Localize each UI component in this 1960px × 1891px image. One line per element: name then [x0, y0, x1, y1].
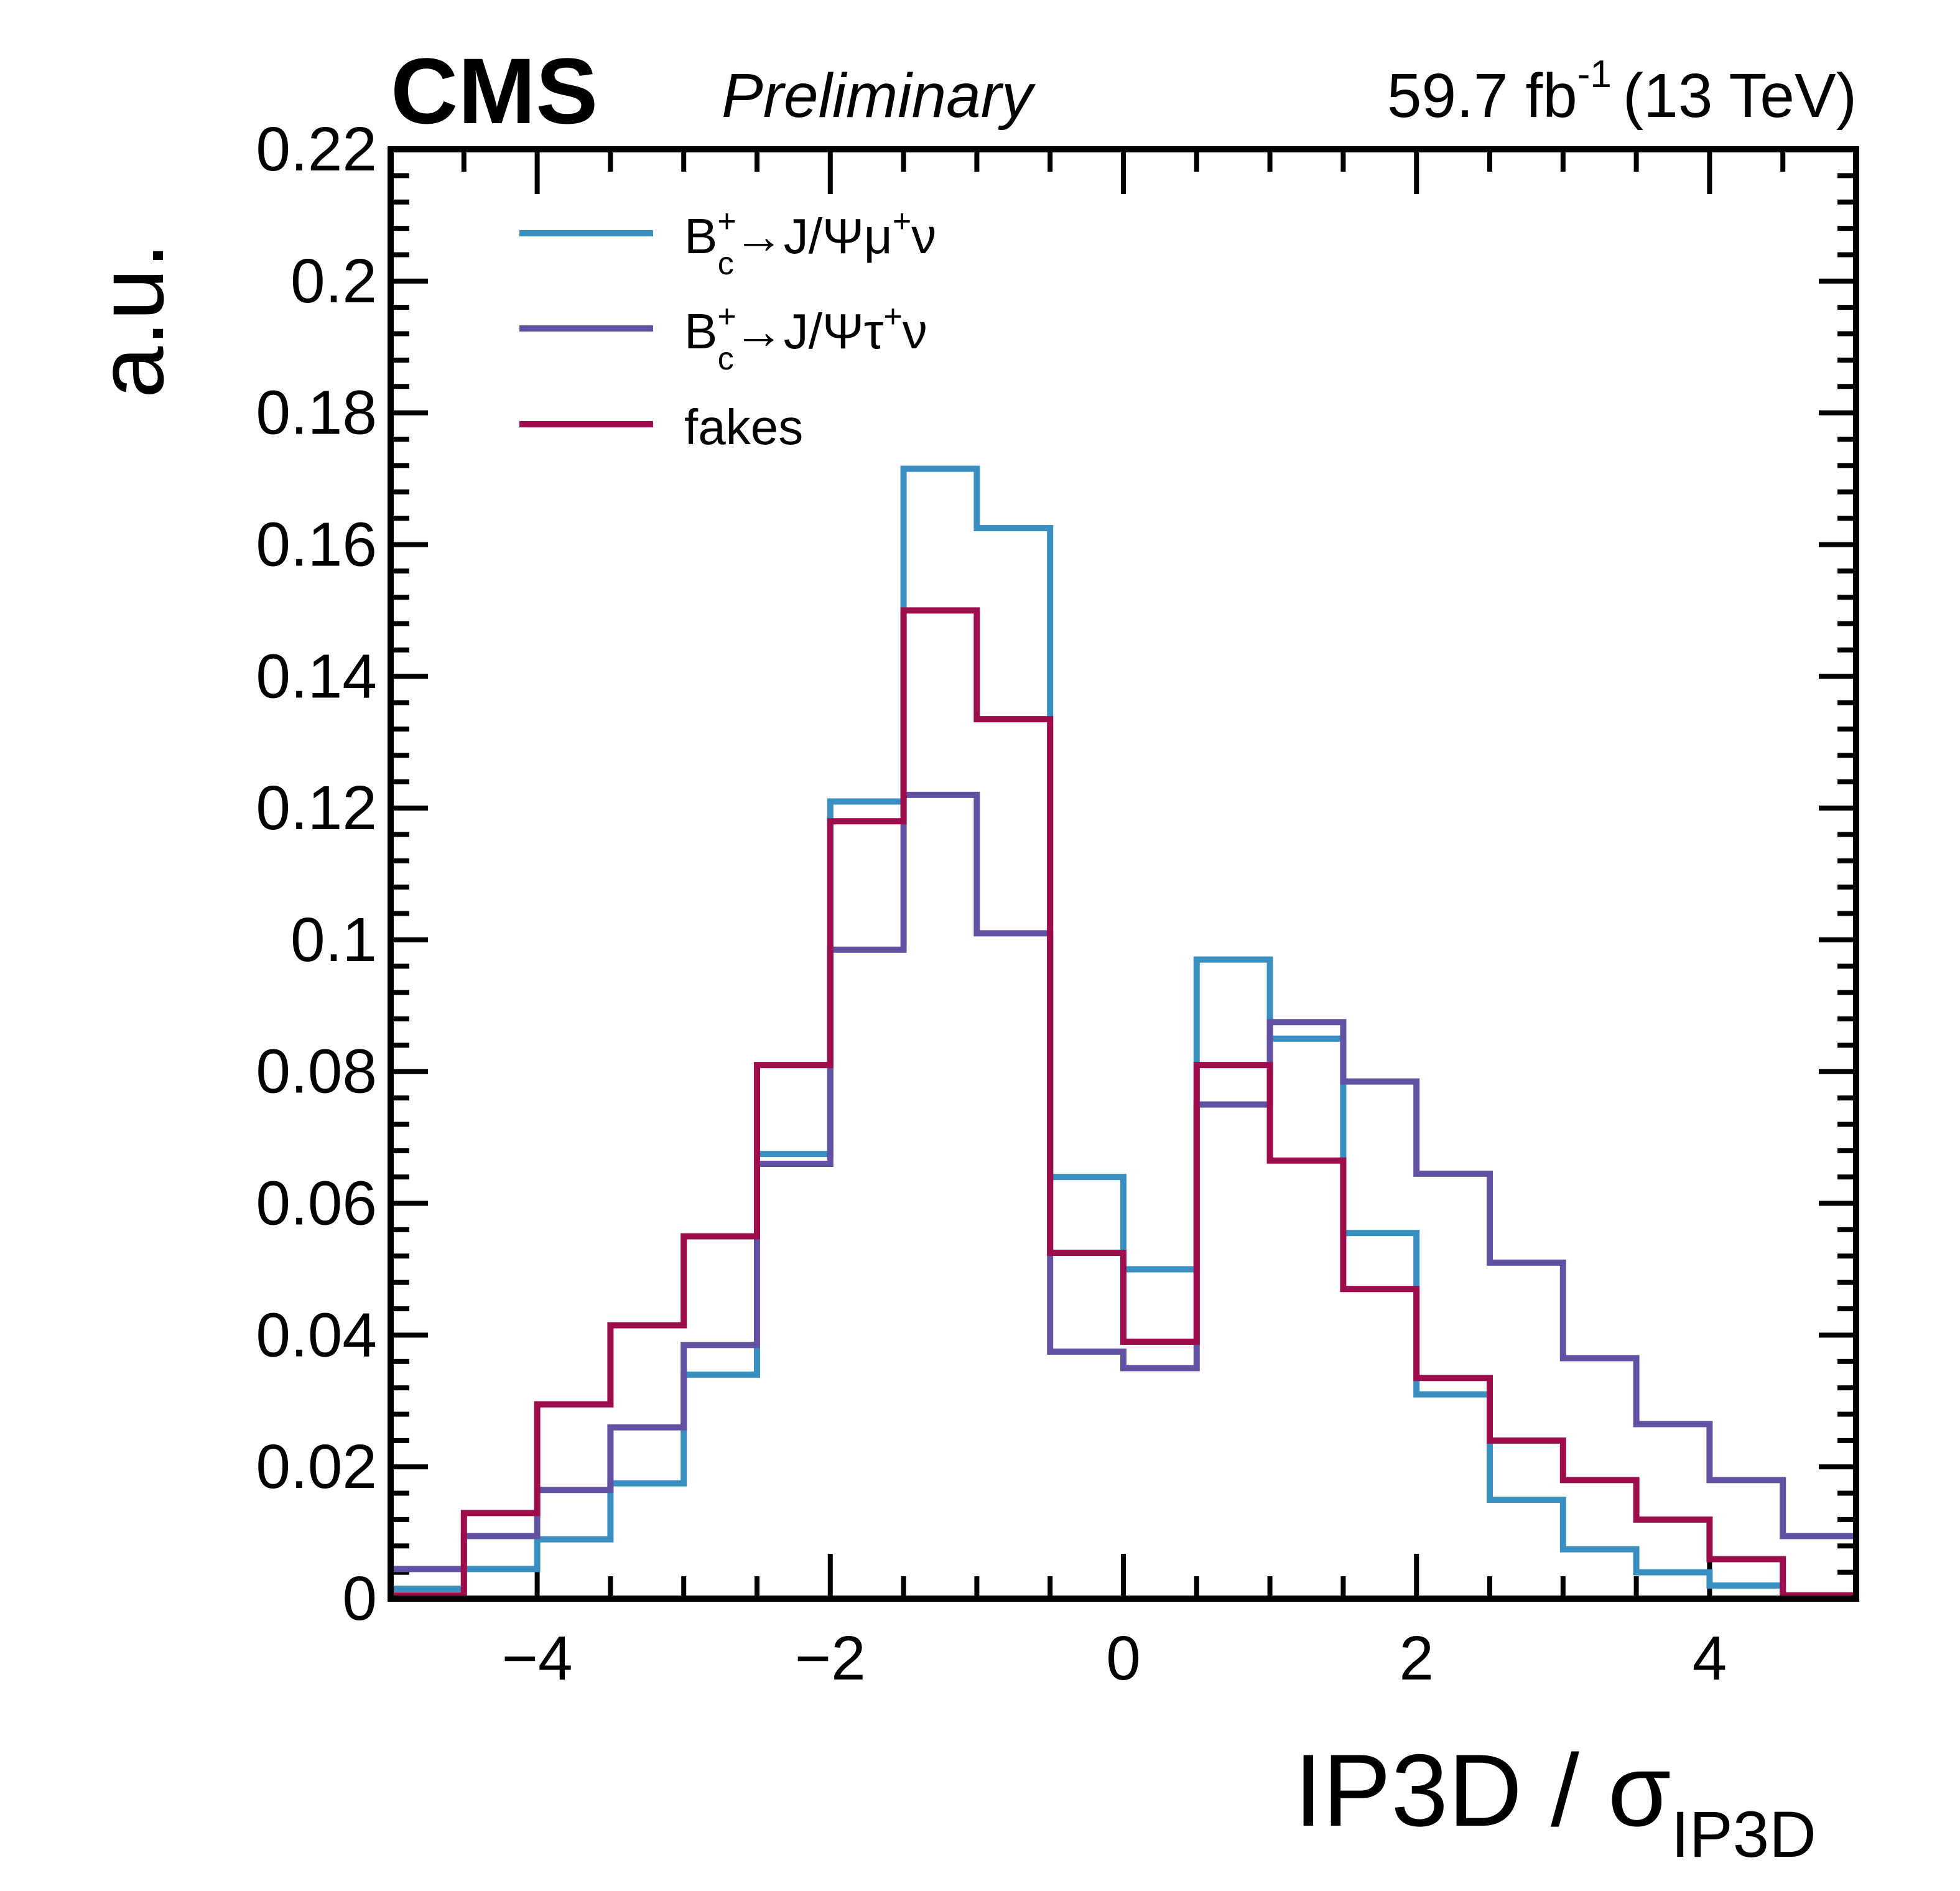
y-tick-label: 0: [342, 1564, 377, 1633]
series-tau-line: [388, 791, 1859, 1599]
x-tick-label: −4: [502, 1624, 573, 1693]
legend-mid: →J/Ψτ: [734, 304, 884, 359]
y-tick-label: 0.2: [290, 246, 377, 316]
lumi-exponent: -1: [1577, 53, 1612, 96]
y-tick-label: 0.12: [256, 773, 377, 843]
legend-sup2: +: [883, 299, 902, 335]
x-tick-label: 2: [1399, 1624, 1434, 1693]
y-tick-label: 0.18: [256, 378, 377, 448]
legend-end: ν: [903, 304, 927, 359]
legend-sup: +: [717, 299, 736, 335]
x-axis-label-main: IP3D / σ: [1294, 1733, 1671, 1847]
y-tick-label: 0.02: [256, 1432, 377, 1502]
legend-sub: c: [718, 341, 734, 377]
legend-sup2: +: [893, 203, 911, 239]
status-label: Preliminary: [722, 61, 1036, 131]
x-axis-label-sub: IP3D: [1671, 1798, 1816, 1871]
legend-text: fakes: [684, 399, 803, 455]
y-axis-label: a.u.: [78, 243, 183, 398]
tick-labels: 0 0.02 0.04 0.06 0.08 0.1 0.12 0.14 0.16 0.18 0.2 0…: [256, 114, 1727, 1693]
series-group: [388, 465, 1859, 1599]
legend-mid: →J/Ψμ: [734, 208, 893, 264]
legend-label-mu: B+ c→J/Ψμ+ν: [684, 203, 936, 282]
x-tick-label: 0: [1106, 1624, 1141, 1693]
x-axis-label: IP3D / σIP3D: [1294, 1733, 1816, 1871]
lumi-value: 59.7 fb: [1387, 61, 1577, 131]
y-tick-label: 0.06: [256, 1169, 377, 1238]
series-fakes-line: [388, 607, 1859, 1599]
legend-base: B: [684, 208, 717, 264]
y-tick-label: 0.14: [256, 641, 377, 711]
x-tick-label: 4: [1693, 1624, 1727, 1693]
experiment-label: CMS: [391, 39, 598, 143]
legend-sub: c: [718, 246, 734, 282]
plot-frame: [388, 146, 1859, 1602]
y-tick-label: 0.08: [256, 1037, 377, 1107]
y-tick-label: 0.04: [256, 1300, 377, 1370]
energy-label: (13 TeV): [1623, 61, 1857, 131]
legend-label-fakes: fakes: [684, 399, 803, 455]
lumi-label: 59.7 fb-1 (13 TeV): [1387, 53, 1857, 131]
y-tick-label: 0.22: [256, 114, 377, 184]
legend-end: ν: [911, 208, 936, 264]
legend-sup: +: [717, 203, 736, 239]
y-tick-label: 0.1: [290, 905, 377, 975]
y-tick-label: 0.16: [256, 509, 377, 579]
legend-label-tau: B+ c→J/Ψτ+ν: [684, 299, 927, 377]
legend-base: B: [684, 304, 717, 359]
x-tick-label: −2: [795, 1624, 866, 1693]
